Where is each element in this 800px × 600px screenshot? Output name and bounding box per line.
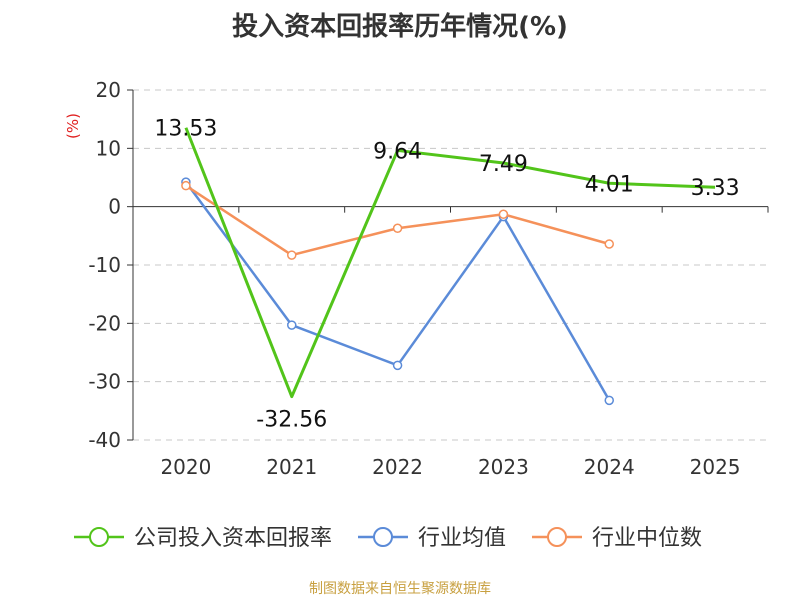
data-point (287, 320, 297, 330)
x-tick-label: 2024 (584, 455, 635, 479)
series-line (185, 184, 610, 257)
data-point (604, 239, 614, 249)
data-point (392, 223, 403, 233)
y-tick-label: -40 (88, 428, 121, 452)
legend-item: 行业中位数 (532, 526, 702, 551)
x-tick-label: 2020 (160, 455, 211, 479)
data-point (181, 180, 191, 191)
legend-marker (373, 527, 393, 547)
data-label: 9.64 (373, 139, 422, 164)
x-tick-label: 2022 (372, 455, 423, 479)
data-labels: 13.53 -32.56 9.64 7.49 4.01 3.33 (154, 117, 739, 433)
data-point (392, 360, 403, 371)
legend-label: 行业均值 (418, 526, 506, 551)
legend-marker (89, 527, 109, 547)
legend-label: 行业中位数 (592, 526, 702, 551)
series-lines (181, 127, 716, 406)
legend-item: 行业均值 (358, 526, 506, 551)
data-label: -32.56 (256, 408, 327, 433)
y-tick-label: -20 (88, 311, 121, 335)
legend-item: 公司投入资本回报率 (74, 526, 332, 551)
legend-label: 公司投入资本回报率 (134, 526, 332, 551)
data-label: 4.01 (585, 172, 634, 197)
data-label: 3.33 (691, 176, 740, 201)
x-tick-label: 2021 (266, 455, 317, 479)
y-tick-label: -30 (88, 370, 121, 394)
source-footer: 制图数据来自恒生聚源数据库 (309, 581, 491, 597)
y-tick-label: 0 (108, 195, 121, 219)
y-tick-label: -10 (88, 253, 121, 277)
data-point (287, 250, 297, 260)
axes: 20 10 0 -10 -20 -30 -40 (%) 2020 2021 2022 2023 2024… (64, 78, 769, 479)
legend: 公司投入资本回报率 行业均值 行业中位数 (74, 526, 702, 551)
x-tick-label: 2025 (690, 455, 741, 479)
data-point (498, 209, 509, 219)
series-line (184, 127, 716, 399)
y-tick-label: 10 (96, 136, 121, 160)
data-label: 7.49 (479, 152, 528, 177)
chart-title: 投入资本回报率历年情况(%) (232, 12, 568, 42)
legend-marker (547, 527, 567, 547)
data-label: 13.53 (154, 117, 217, 142)
x-tick-label: 2023 (478, 455, 529, 479)
y-axis-label: (%) (64, 113, 82, 139)
data-point (604, 395, 614, 406)
y-tick-label: 20 (96, 78, 121, 102)
grid-lines (133, 89, 768, 441)
